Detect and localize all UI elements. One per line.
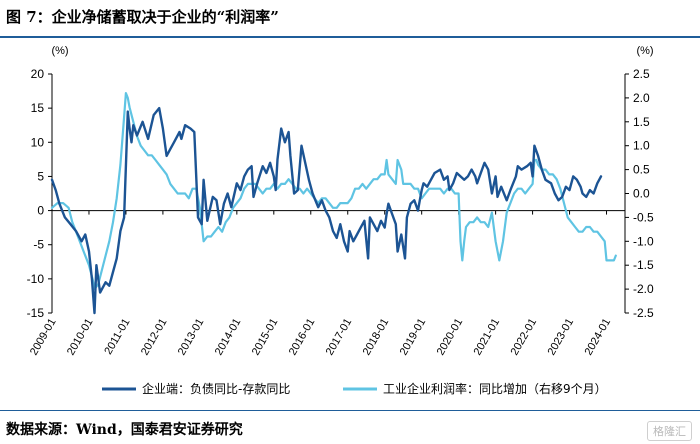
x-tick-label: 2010-01 [65,317,96,358]
chart-legend: 企业端：负债同比-存款同比 工业企业利润率：同比增加（右移9个月） [102,381,607,396]
x-tick-label: 2021-01 [472,317,503,358]
right-tick-label: -1.0 [633,234,654,248]
legend-label-corporate: 企业端：负债同比-存款同比 [142,381,290,396]
x-tick-label: 2024-01 [583,317,614,358]
figure-title: 图 7：企业净储蓄取决于企业的“利润率” [6,8,279,26]
x-tick-label: 2023-01 [546,317,577,358]
left-tick-label: 15 [31,101,45,115]
chart-axes: (%) (%) -15 -10 -5 0 5 10 15 20 -2.5 -2.0 -1.5 -1.0 -0… [27,45,654,357]
series-line-industrial-profit [50,92,617,291]
x-tick-label: 2009-01 [28,317,59,358]
x-tick-label: 2015-01 [250,317,281,358]
chart-lines [50,92,617,315]
left-tick-label: -10 [27,272,45,286]
right-tick-label: 1.0 [633,139,650,153]
right-tick-label: 0.0 [633,187,650,201]
source-rule [0,410,700,411]
x-tick-label: 2017-01 [324,317,355,358]
x-tick-label: 2016-01 [287,317,318,358]
left-tick-label: 5 [37,169,44,183]
x-tick-label: 2011-01 [102,317,132,357]
x-tick-label: 2013-01 [176,317,207,358]
left-tick-label: -15 [27,306,45,320]
legend-label-industrial-profit: 工业企业利润率：同比增加（右移9个月） [383,381,607,396]
left-axis-unit: (%) [51,45,68,57]
left-tick-label: 0 [37,204,44,218]
right-tick-label: -1.5 [633,258,654,272]
source-note: 数据来源：Wind，国泰君安证券研究 [6,422,243,438]
x-tick-label: 2022-01 [509,317,540,358]
right-tick-label: 0.5 [633,163,650,177]
right-axis-unit: (%) [636,45,653,57]
x-tick-label: 2012-01 [139,317,170,358]
right-tick-label: 2.0 [633,91,650,105]
x-tick-label: 2019-01 [398,317,429,358]
right-tick-label: 2.5 [633,67,650,81]
series-line-corporate [50,106,603,315]
title-rule [0,36,700,38]
right-tick-label: -0.5 [633,210,654,224]
left-tick-label: -5 [33,238,44,252]
x-tick-label: 2018-01 [361,317,392,358]
watermark-badge: 格隆汇 [647,421,692,441]
right-tick-label: -2.5 [633,306,654,320]
right-tick-label: -2.0 [633,282,654,296]
x-tick-label: 2014-01 [213,317,244,358]
left-tick-label: 20 [31,67,45,81]
left-tick-label: 10 [31,135,45,149]
chart: (%) (%) -15 -10 -5 0 5 10 15 20 -2.5 -2.0 -1.5 -1.0 -0… [27,45,654,396]
right-tick-label: 1.5 [633,115,650,129]
x-tick-label: 2020-01 [435,317,466,358]
